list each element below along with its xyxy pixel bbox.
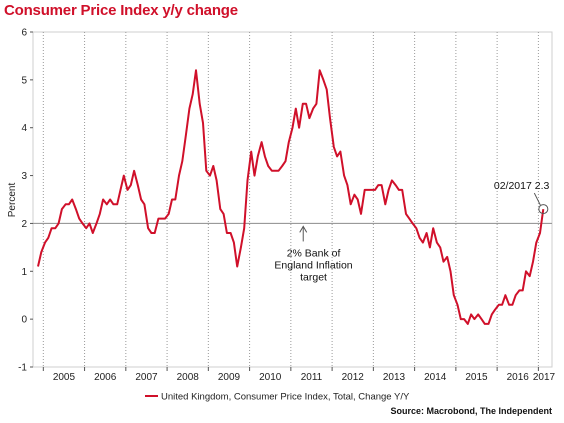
series-line-1 <box>37 69 545 325</box>
source-note: Source: Macrobond, The Independent <box>390 406 552 416</box>
legend-label: United Kingdom, Consumer Price Index, To… <box>161 392 410 403</box>
end-point-marker <box>538 204 549 215</box>
x-tick-label-2008: 2008 <box>177 372 200 383</box>
y-tick-label-5: 5 <box>21 75 27 86</box>
target-label-line-2: England Inflation <box>274 259 352 271</box>
y-axis-label: Percent <box>7 183 18 218</box>
x-tick-label-2016: 2016 <box>507 372 530 383</box>
x-tick-label-2013: 2013 <box>383 372 406 383</box>
x-tick-label-2010: 2010 <box>259 372 282 383</box>
x-tick-label-2017: 2017 <box>533 372 556 383</box>
reference-line-group <box>33 222 552 242</box>
x-tick-label-2011: 2011 <box>301 372 323 383</box>
x-tick-label-2006: 2006 <box>94 372 117 383</box>
y-tick-label-1: 1 <box>21 267 27 278</box>
plot-area-frame <box>32 31 553 368</box>
x-tick-label-2014: 2014 <box>424 372 447 383</box>
target-arrow-icon <box>299 225 308 233</box>
series-group <box>37 69 545 325</box>
y-tick-label-2: 2 <box>21 219 27 230</box>
y-axis: -1 0 1 2 3 4 5 6 <box>18 28 33 374</box>
y-tick-label-0: 0 <box>21 315 27 326</box>
vertical-grid <box>42 32 539 367</box>
target-label-line-1: 2% Bank of <box>287 247 341 259</box>
x-tick-label-2015: 2015 <box>465 372 488 383</box>
legend: United Kingdom, Consumer Price Index, To… <box>145 392 410 403</box>
target-label-line-3: target <box>300 271 327 283</box>
x-tick-label-2009: 2009 <box>218 372 241 383</box>
y-tick-label-3: 3 <box>21 171 27 182</box>
y-tick-label-6: 6 <box>21 28 27 39</box>
end-point-label: 02/2017 2.3 <box>494 180 550 192</box>
x-tick-label-2005: 2005 <box>53 372 76 383</box>
x-tick-label-2012: 2012 <box>342 372 365 383</box>
chart-title: Consumer Price Index y/y change <box>4 2 238 19</box>
y-tick-label-4: 4 <box>21 123 27 134</box>
end-point-leader <box>533 192 541 206</box>
x-axis: 2005 2006 2007 2008 2009 2010 2011 2012 2013 2014… <box>42 367 556 383</box>
y-tick-label--1: -1 <box>18 363 27 374</box>
x-tick-label-2007: 2007 <box>135 372 158 383</box>
